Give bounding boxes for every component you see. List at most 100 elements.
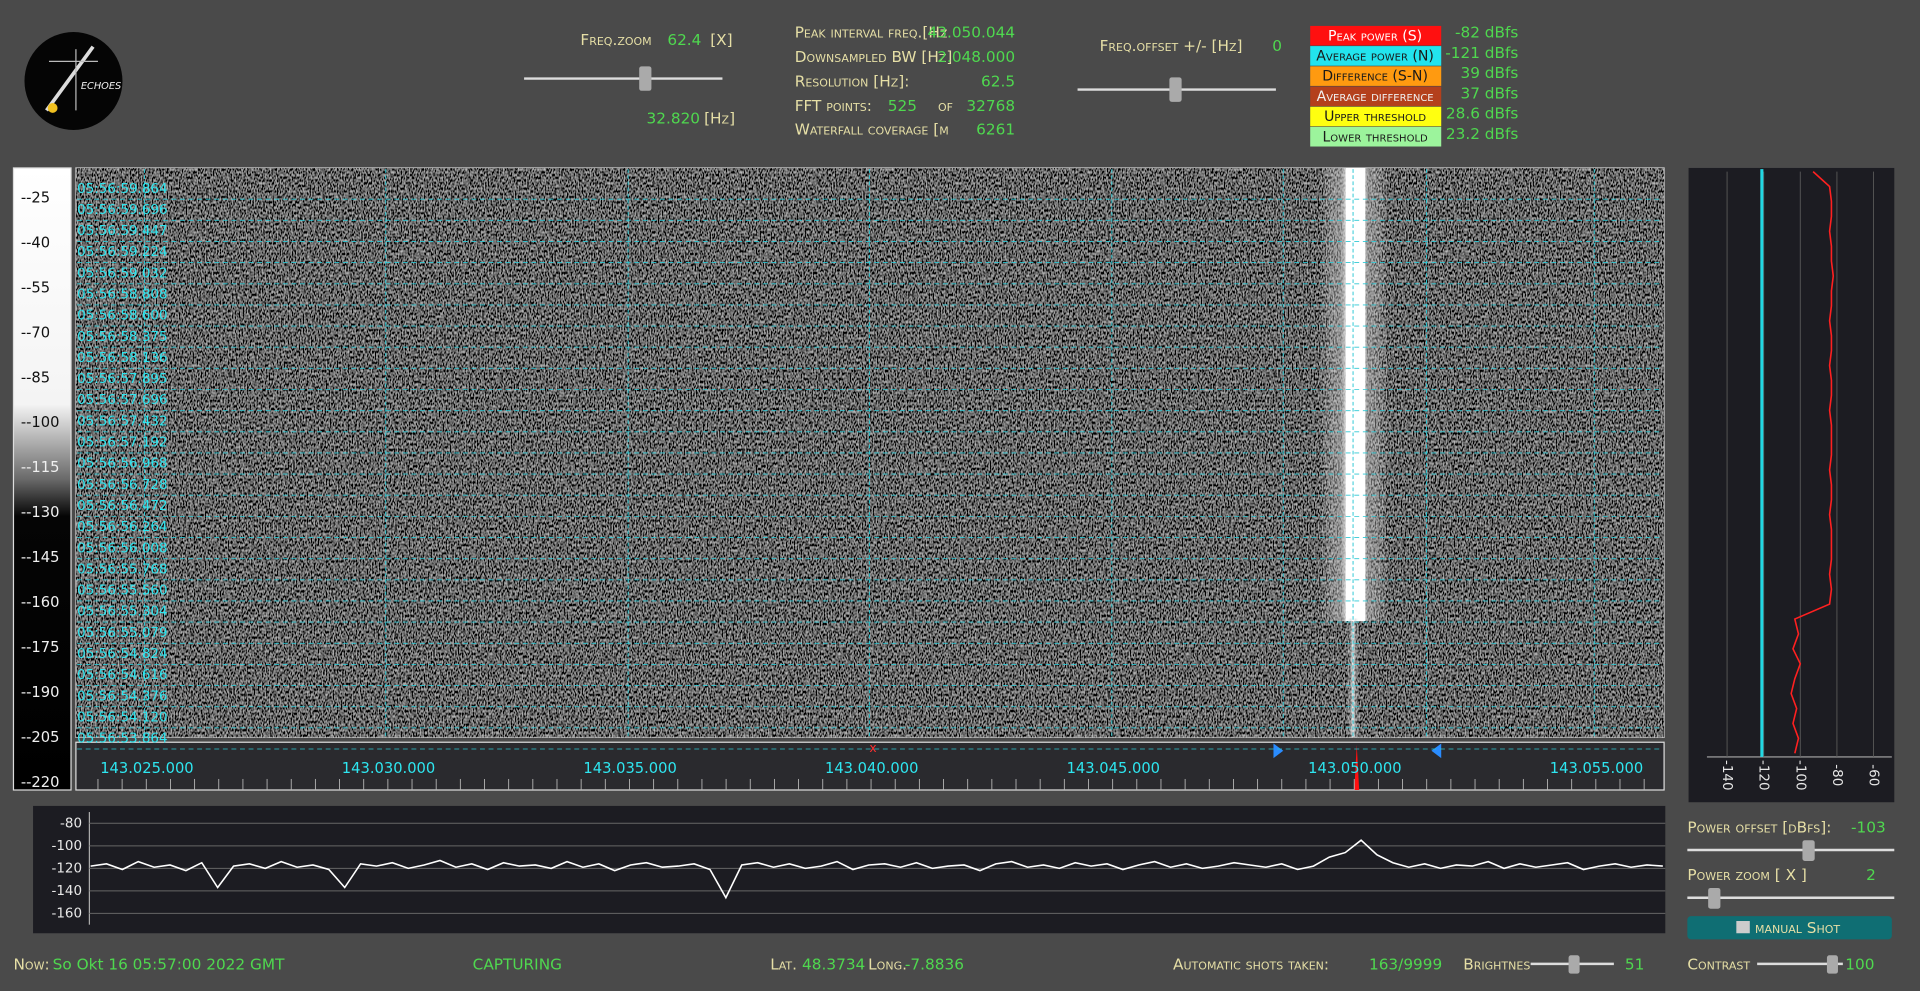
slider-thumb[interactable] [1568, 955, 1580, 974]
x-tick-label: -60 [1866, 764, 1881, 786]
peak-power-line [1790, 171, 1835, 754]
scale-label: --25 [21, 190, 50, 207]
timestamp: 05:56:55.079 [77, 626, 167, 641]
label: Resolution [Hz]: [795, 73, 910, 91]
timestamp: 05:56:57.432 [77, 414, 167, 429]
label: Power zoom [ X ] [1687, 866, 1807, 884]
timestamp: 05:56:59.696 [77, 203, 167, 218]
scale-label: --130 [21, 504, 60, 521]
timestamp: 05:56:53.864 [77, 732, 167, 747]
value: 6261 [976, 120, 1015, 138]
signal-core [1345, 167, 1366, 622]
status-contrast-label: Contrast [1687, 956, 1750, 974]
label: Downsampled BW [Hz] [795, 48, 953, 66]
status-now: So Okt 16 05:57:00 2022 GMT [53, 956, 285, 974]
label: Freq.offset +/- [Hz] [1100, 37, 1243, 55]
timestamp: 05:56:54.824 [77, 647, 167, 662]
frequency-label: 143.045.000 [1067, 760, 1160, 777]
timestamp: 05:56:56.008 [77, 541, 167, 556]
legend-value: 28.6 dBfs [1446, 105, 1519, 123]
legend-label: Lower threshold [1322, 129, 1428, 145]
logo-dot [47, 103, 58, 113]
label: FFT points: [795, 97, 872, 115]
frequency-label: 143.055.000 [1550, 760, 1643, 777]
legend-label: Upper threshold [1324, 109, 1426, 125]
unit: [X] [710, 31, 732, 49]
x-tick-label: -100 [1792, 760, 1807, 791]
scale-label: --70 [21, 324, 50, 341]
frequency-label: 143.050.000 [1308, 760, 1401, 777]
frequency-label: 143.040.000 [825, 760, 918, 777]
frequency-axis [75, 741, 1665, 791]
legend-value: 23.2 dBfs [1446, 125, 1519, 143]
spectrum-panel [33, 805, 1666, 934]
timestamp: 05:56:56.728 [77, 478, 167, 493]
slider-thumb[interactable] [1826, 955, 1838, 974]
legend-label: Peak power (S) [1328, 28, 1422, 44]
timestamp: 05:56:59.864 [77, 182, 167, 197]
x-tick-label: -120 [1756, 760, 1771, 791]
timestamp: 05:56:59.224 [77, 245, 167, 260]
y-tick-label: -80 [60, 816, 82, 831]
color-scale [12, 167, 72, 791]
scale-label: --55 [21, 279, 50, 296]
legend-value: 39 dBfs [1460, 64, 1518, 82]
timestamp: 05:56:54.120 [77, 710, 167, 725]
legend-label: Average power (N) [1316, 49, 1434, 65]
label: Power offset [dBfs]: [1687, 818, 1831, 836]
legend-label: Average difference [1317, 89, 1434, 105]
timestamp: 05:56:55.304 [77, 605, 167, 620]
timestamp: 05:56:59.447 [77, 224, 167, 239]
range-marker-left [1273, 743, 1284, 759]
status-long-label: Long. [868, 956, 907, 974]
timestamp: 05:56:54.376 [77, 689, 167, 704]
legend-swatch [1310, 86, 1442, 107]
legend-swatch [1310, 106, 1442, 127]
value: 2 [1866, 866, 1876, 884]
status-shots-label: Automatic shots taken: [1173, 956, 1329, 974]
timestamp: 05:56:56.472 [77, 499, 167, 514]
timestamp: 05:56:58.136 [77, 351, 167, 366]
timestamp: 05:56:55.768 [77, 562, 167, 577]
status-contrast: 100 [1845, 956, 1874, 974]
slider-thumb[interactable] [639, 66, 652, 91]
timestamp: 05:56:56.968 [77, 457, 167, 472]
x-tick-label: -140 [1719, 760, 1734, 791]
frequency-label: 143.030.000 [342, 760, 435, 777]
label: Freq.zoom [580, 31, 651, 49]
legend-swatch [1310, 46, 1442, 66]
status-lat-label: Lat. [770, 956, 797, 974]
value: 32768 [966, 97, 1015, 115]
scale-label: --175 [21, 639, 60, 656]
slider-thumb[interactable] [1708, 887, 1721, 909]
timestamp: 05:56:58.375 [77, 330, 167, 345]
slider-thumb[interactable] [1802, 840, 1815, 862]
timestamp: 05:56:59.032 [77, 266, 167, 281]
scale-label: --145 [21, 549, 60, 566]
unit: [Hz] [704, 109, 735, 127]
legend-value: 37 dBfs [1460, 84, 1518, 102]
button-icon [1736, 921, 1750, 934]
legend-label: Difference (S-N) [1322, 69, 1428, 85]
status-state: CAPTURING [473, 956, 562, 974]
slider-thumb[interactable] [1169, 77, 1182, 102]
y-tick-label: -140 [51, 884, 82, 899]
timestamp: 05:56:54.616 [77, 668, 167, 683]
frequency-label: 143.035.000 [583, 760, 676, 777]
scale-label: --40 [21, 235, 50, 252]
timestamp: 05:56:58.808 [77, 288, 167, 303]
logo-meteor [45, 45, 95, 112]
cursor-marker: x [869, 741, 876, 755]
y-tick-label: -120 [51, 861, 82, 876]
status-now-label: Now: [13, 956, 49, 974]
scale-label: --220 [21, 774, 60, 791]
scale-label: --100 [21, 414, 60, 431]
x-tick-label: -80 [1829, 764, 1844, 786]
spectrum-line [90, 839, 1663, 900]
frequency-label: 143.025.000 [100, 760, 193, 777]
legend-swatch [1310, 66, 1442, 86]
button-label: manual Shot [1755, 919, 1840, 937]
timestamp: 05:56:55.560 [77, 584, 167, 599]
